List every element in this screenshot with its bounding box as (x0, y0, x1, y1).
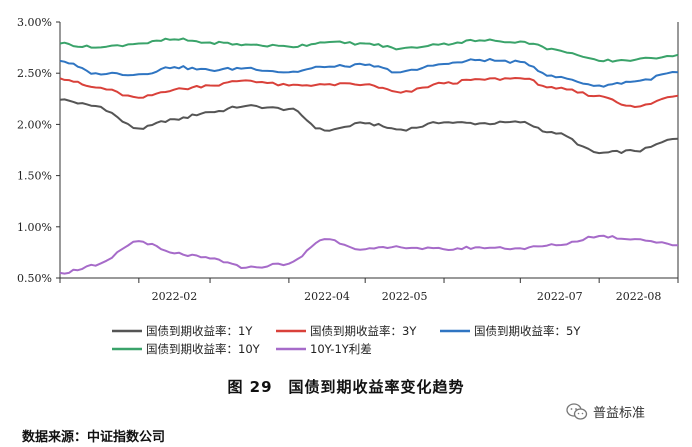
y-tick-label: 3.00% (17, 16, 52, 29)
legend-label: 国债到期收益率：10Y (146, 342, 261, 356)
y-tick-label: 1.50% (17, 170, 52, 183)
y-tick-label: 2.00% (17, 118, 52, 131)
figure-caption: 图 29 国债到期收益率变化趋势 (227, 378, 465, 396)
series-line-2 (59, 77, 679, 108)
y-tick-label: 2.50% (17, 67, 52, 80)
legend-label: 10Y-1Y利差 (310, 342, 372, 356)
series-line-3 (59, 58, 679, 88)
legend-label: 国债到期收益率：5Y (474, 324, 581, 338)
legend-label: 国债到期收益率：1Y (146, 324, 253, 338)
y-tick-label: 0.50% (17, 272, 52, 285)
watermark-text: 普益标准 (593, 406, 646, 421)
series-line-4 (59, 37, 679, 63)
data-source: 数据来源：中证指数公司 (22, 430, 166, 445)
x-tick-label: 2022-08 (616, 290, 662, 303)
series-line-1 (59, 98, 679, 155)
chart-axes: 0.50% 1.00% 1.50% 2.00% 2.50% 3.00% 2022-02 202… (17, 16, 679, 303)
x-tick-label: 2022-05 (382, 290, 428, 303)
chart-legend: 国债到期收益率：1Y 国债到期收益率：3Y 国债到期收益率：5Y 国债到期收益率：10… (112, 324, 581, 356)
x-tick-label: 2022-07 (537, 290, 583, 303)
x-tick-label: 2022-02 (152, 290, 198, 303)
legend-label: 国债到期收益率：3Y (310, 324, 417, 338)
x-tick-label: 2022-04 (304, 290, 350, 303)
wechat-icon (566, 402, 588, 420)
series-line-5 (59, 234, 679, 275)
watermark: 普益标准 (566, 402, 645, 421)
yield-chart: 0.50% 1.00% 1.50% 2.00% 2.50% 3.00% 2022-02 202… (17, 16, 679, 356)
chart-lines (59, 37, 679, 275)
y-tick-label: 1.00% (17, 221, 52, 234)
